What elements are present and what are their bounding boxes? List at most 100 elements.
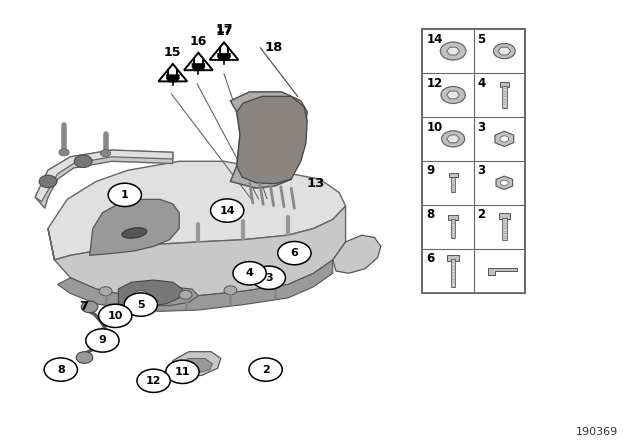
Circle shape xyxy=(440,42,466,60)
Text: 6: 6 xyxy=(291,248,298,258)
Polygon shape xyxy=(159,64,188,82)
Polygon shape xyxy=(48,161,346,260)
Polygon shape xyxy=(447,47,460,55)
Text: 190369: 190369 xyxy=(575,427,618,437)
Polygon shape xyxy=(218,53,230,60)
Circle shape xyxy=(99,329,109,336)
Text: 14: 14 xyxy=(220,206,235,215)
Circle shape xyxy=(124,293,157,316)
Text: 15: 15 xyxy=(164,46,182,59)
Text: 14: 14 xyxy=(426,33,443,46)
Polygon shape xyxy=(90,199,179,255)
Circle shape xyxy=(500,136,509,142)
Circle shape xyxy=(108,183,141,207)
Polygon shape xyxy=(184,53,212,70)
Circle shape xyxy=(166,360,199,383)
Circle shape xyxy=(500,180,508,185)
Text: 3: 3 xyxy=(477,164,486,177)
Circle shape xyxy=(269,279,282,288)
Circle shape xyxy=(74,155,92,168)
Text: 5: 5 xyxy=(137,300,145,310)
Polygon shape xyxy=(447,91,460,99)
Bar xyxy=(451,177,456,192)
Bar xyxy=(447,255,459,260)
Text: 17: 17 xyxy=(215,22,233,36)
Polygon shape xyxy=(498,47,511,55)
Bar xyxy=(500,82,509,87)
Text: 16: 16 xyxy=(189,35,207,48)
Bar xyxy=(502,86,507,108)
Polygon shape xyxy=(178,358,212,373)
Circle shape xyxy=(211,199,244,222)
Circle shape xyxy=(137,369,170,392)
Text: 9: 9 xyxy=(99,336,106,345)
Text: 12: 12 xyxy=(146,376,161,386)
Circle shape xyxy=(59,149,69,156)
Text: 8: 8 xyxy=(426,208,435,221)
Polygon shape xyxy=(58,260,333,311)
Text: 17: 17 xyxy=(215,25,233,38)
Text: 9: 9 xyxy=(426,164,435,177)
Polygon shape xyxy=(495,131,514,146)
Polygon shape xyxy=(192,64,205,71)
Text: 18: 18 xyxy=(264,41,282,55)
Polygon shape xyxy=(230,92,307,188)
Bar xyxy=(449,173,458,177)
Polygon shape xyxy=(35,150,173,208)
Polygon shape xyxy=(118,287,198,306)
Polygon shape xyxy=(35,150,173,202)
Polygon shape xyxy=(237,96,307,184)
Polygon shape xyxy=(333,235,381,273)
Circle shape xyxy=(252,266,285,289)
Circle shape xyxy=(81,301,98,313)
Bar xyxy=(448,215,458,220)
Circle shape xyxy=(278,241,311,265)
Circle shape xyxy=(86,329,119,352)
Bar xyxy=(422,29,525,293)
Text: 11: 11 xyxy=(175,367,190,377)
Bar xyxy=(502,218,507,240)
Text: 3: 3 xyxy=(265,273,273,283)
Text: 2: 2 xyxy=(477,208,486,221)
Text: 3: 3 xyxy=(477,121,486,134)
Text: 12: 12 xyxy=(426,77,442,90)
Bar xyxy=(451,259,456,288)
Text: 2: 2 xyxy=(262,365,269,375)
Text: 10: 10 xyxy=(108,311,123,321)
Polygon shape xyxy=(48,206,346,298)
Polygon shape xyxy=(118,280,182,307)
Polygon shape xyxy=(172,352,221,376)
Polygon shape xyxy=(488,268,517,275)
Circle shape xyxy=(90,340,100,348)
Ellipse shape xyxy=(122,228,147,238)
Circle shape xyxy=(249,358,282,381)
Text: 8: 8 xyxy=(57,365,65,375)
Circle shape xyxy=(441,86,465,103)
Text: 6: 6 xyxy=(426,252,435,265)
Circle shape xyxy=(442,131,465,147)
Circle shape xyxy=(99,287,112,296)
Bar xyxy=(499,213,510,219)
Circle shape xyxy=(233,262,266,285)
Text: 4: 4 xyxy=(477,77,486,90)
Circle shape xyxy=(134,290,147,299)
Polygon shape xyxy=(496,176,513,190)
Circle shape xyxy=(44,358,77,381)
Text: 7: 7 xyxy=(79,300,88,314)
Text: 5: 5 xyxy=(477,33,486,46)
Polygon shape xyxy=(166,75,179,82)
Circle shape xyxy=(99,304,132,327)
Circle shape xyxy=(76,352,93,363)
Circle shape xyxy=(39,175,57,188)
Circle shape xyxy=(224,286,237,295)
Circle shape xyxy=(100,150,111,157)
Text: 10: 10 xyxy=(426,121,442,134)
Text: 4: 4 xyxy=(246,268,253,278)
Polygon shape xyxy=(209,43,239,60)
Bar xyxy=(451,219,456,238)
Text: 13: 13 xyxy=(307,177,324,190)
Circle shape xyxy=(493,43,515,59)
Polygon shape xyxy=(447,135,460,143)
Text: 1: 1 xyxy=(121,190,129,200)
Circle shape xyxy=(179,290,192,299)
